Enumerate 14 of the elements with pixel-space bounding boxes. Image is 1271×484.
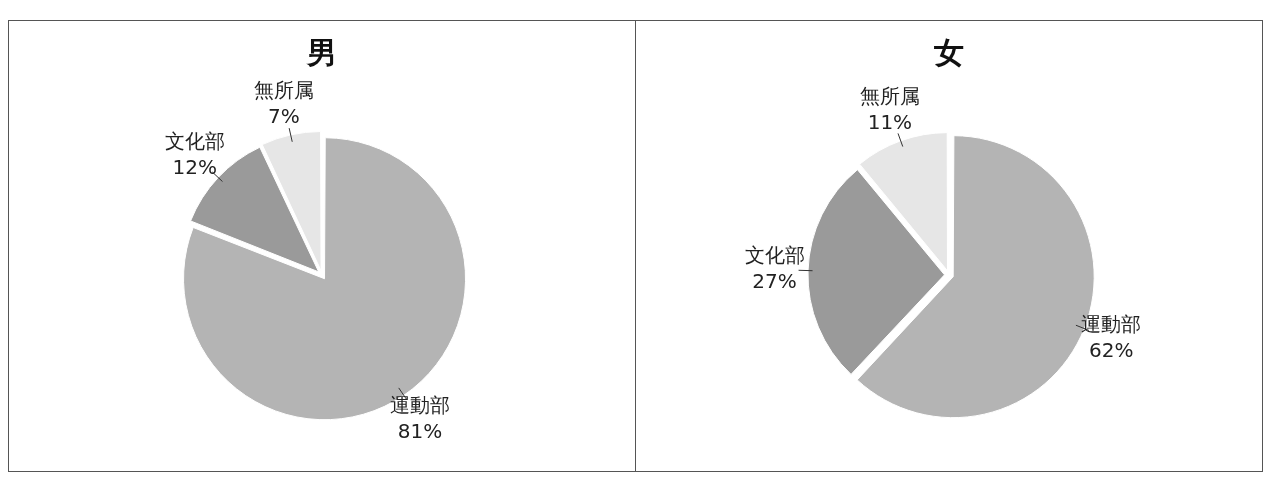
- slice-label: 無所属: [859, 84, 920, 109]
- data-label: 11%: [867, 110, 913, 135]
- slice-label: 運動部: [1081, 312, 1142, 337]
- chart-title: 男: [306, 34, 337, 70]
- slice-label: 運動部: [390, 392, 451, 417]
- data-label: 7%: [268, 103, 300, 128]
- data-label: 27%: [752, 268, 797, 293]
- slice-label: 文化部: [744, 242, 805, 267]
- slice-label: 文化部: [164, 128, 225, 153]
- slice-label: 無所属: [253, 77, 314, 102]
- data-label: 62%: [1089, 338, 1134, 363]
- chart-title: 女: [933, 34, 964, 70]
- data-label: 12%: [172, 154, 218, 179]
- data-label: 81%: [397, 418, 443, 443]
